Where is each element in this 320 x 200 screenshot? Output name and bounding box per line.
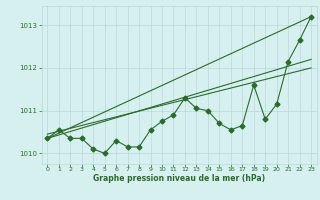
X-axis label: Graphe pression niveau de la mer (hPa): Graphe pression niveau de la mer (hPa) — [93, 174, 265, 183]
